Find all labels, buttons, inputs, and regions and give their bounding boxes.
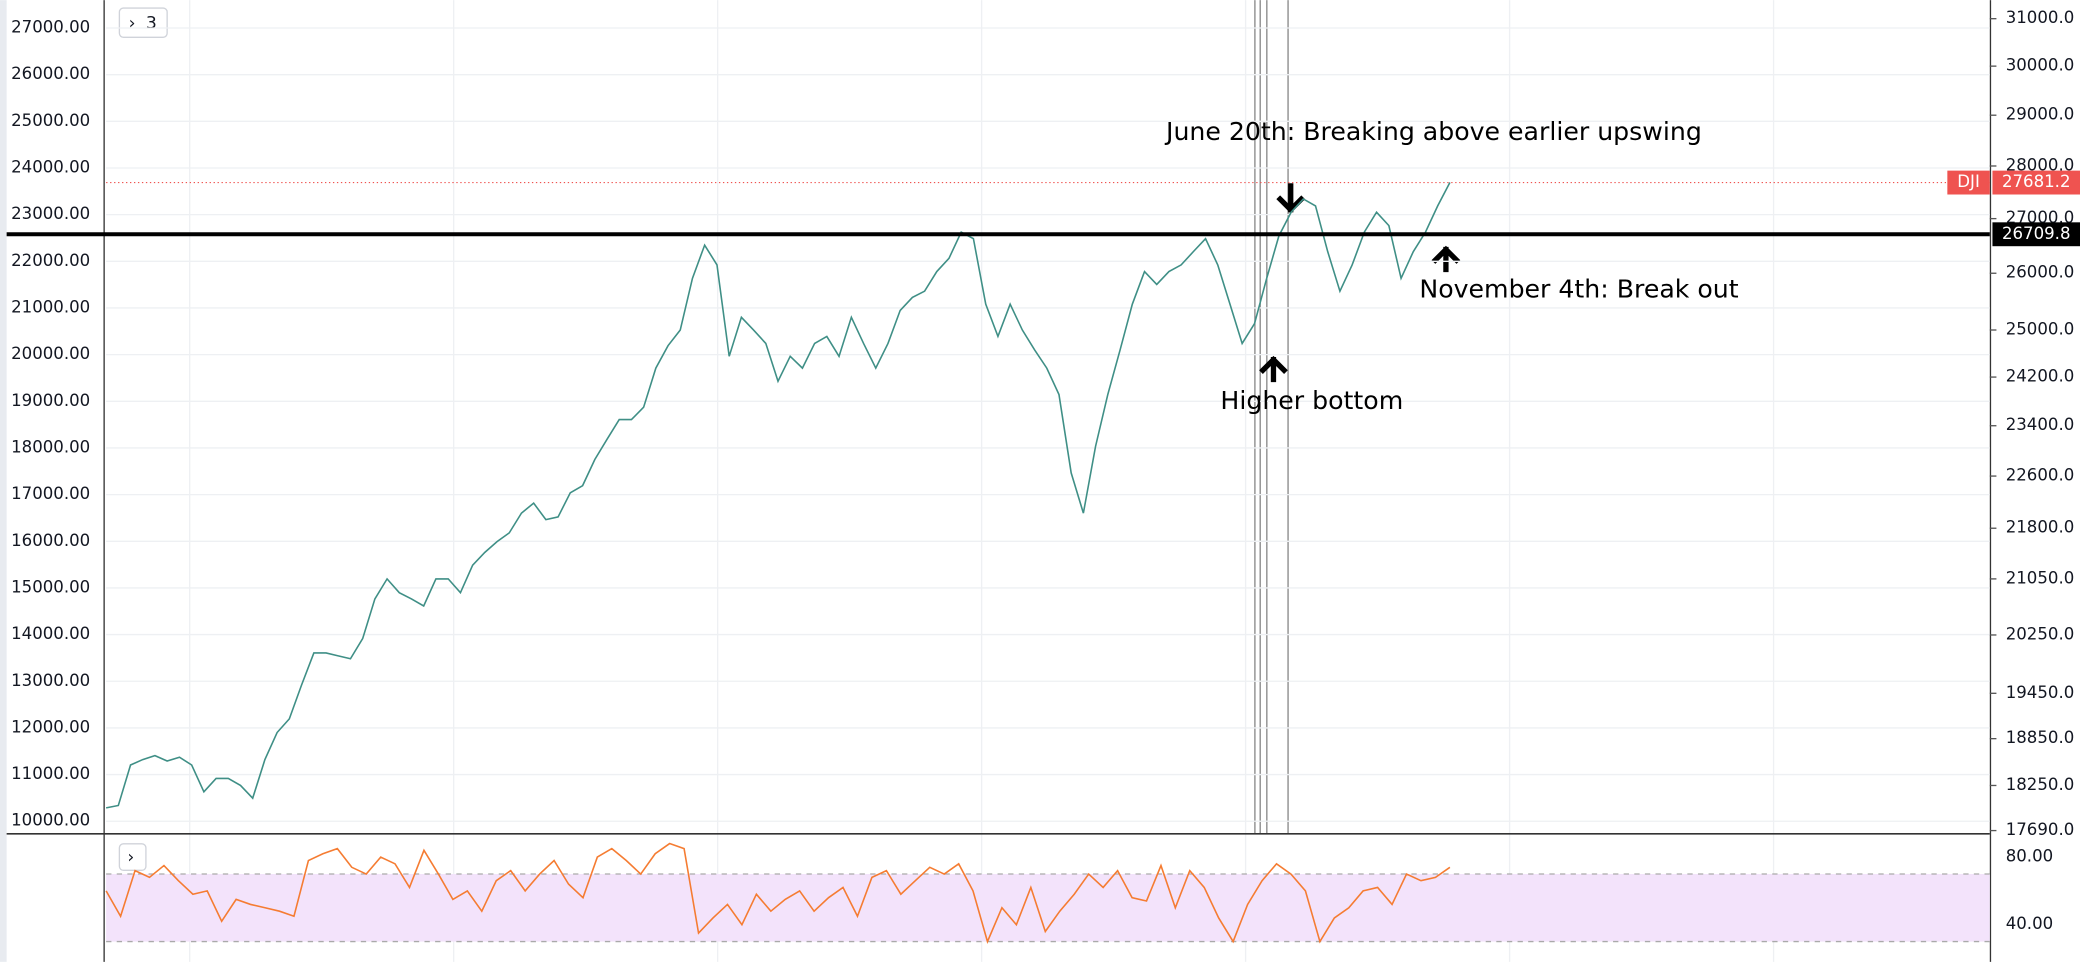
arrow-up [1431, 245, 1461, 273]
arrow-up [1259, 355, 1288, 383]
y2-tick-label: 23400.0 [2006, 415, 2075, 434]
y2-tick-label: 18250.0 [2006, 775, 2075, 794]
y-tick-label: 14000.00 [11, 624, 90, 643]
y-tick-label: 26000.00 [11, 64, 90, 83]
indicator-count: 3 [146, 13, 157, 33]
y2-tick-label: 28000.0 [2006, 155, 2075, 174]
annotation: November 4th: Break out [1419, 275, 1738, 304]
y2-tick-label: 18850.0 [2006, 728, 2075, 747]
level-tag [1992, 222, 2080, 247]
y-tick-label: 13000.00 [11, 671, 90, 690]
rsi-tick-label: 40.00 [2006, 914, 2053, 933]
y-tick-label: 11000.00 [11, 764, 90, 783]
y2-tick-label: 22600.0 [2006, 466, 2075, 485]
series-tag [1947, 170, 1990, 195]
annotation: Higher bottom [1220, 386, 1403, 415]
left-strip [0, 0, 7, 962]
arrow-down [1276, 183, 1306, 214]
y-tick-label: 23000.00 [11, 204, 90, 223]
annotation-arrows [1259, 183, 1461, 383]
last-price-label: 27681.2 [2002, 172, 2071, 191]
y2-tick-label: 24200.0 [2006, 367, 2075, 386]
y-tick-label: 24000.00 [11, 157, 90, 176]
price-line [105, 182, 1451, 809]
y-tick-label: 20000.00 [11, 344, 90, 363]
y-tick-label: 18000.00 [11, 437, 90, 456]
chevron-icon: › [129, 13, 136, 33]
y-tick-label: 22000.00 [11, 251, 90, 270]
y2-tick-label: 20250.0 [2006, 624, 2075, 643]
y2-tick-label: 25000.0 [2006, 320, 2075, 339]
chevron-icon: › [127, 848, 134, 868]
y-tick-label: 12000.00 [11, 717, 90, 736]
price-line [105, 842, 1451, 944]
y-tick-label: 21000.00 [11, 297, 90, 316]
y2-tick-label: 19450.0 [2006, 683, 2075, 702]
y-tick-label: 10000.00 [11, 811, 90, 830]
level-label: 26709.8 [2002, 224, 2071, 243]
y2-tick-label: 26000.0 [2006, 263, 2075, 282]
y2-tick-label: 30000.0 [2006, 56, 2075, 75]
price-tag [1992, 170, 2080, 195]
y-tick-label: 15000.00 [11, 577, 90, 596]
y2-tick-label: 21050.0 [2006, 568, 2075, 587]
y-tick-label: 27000.00 [11, 17, 90, 36]
y2-tick-label: 29000.0 [2006, 105, 2075, 124]
indicator-toggle[interactable]: › 3 [118, 7, 168, 38]
y-tick-label: 17000.00 [11, 484, 90, 503]
vertical-grid [189, 0, 1775, 962]
rsi-band [106, 873, 1990, 942]
rsi-tick-label: 80.00 [2006, 847, 2053, 866]
event-lines [1254, 0, 1289, 834]
rsi-toggle[interactable]: › [118, 843, 147, 871]
indicator-button[interactable] [118, 7, 168, 38]
y-tick-label: 16000.00 [11, 531, 90, 550]
legend-label: DJI [1957, 172, 1980, 191]
y2-tick-label: 17690.0 [2006, 820, 2075, 839]
y-tick-label: 25000.00 [11, 111, 90, 130]
y-tick-label: 19000.00 [11, 391, 90, 410]
annotation: June 20th: Breaking above earlier upswin… [1164, 117, 1702, 146]
y2-tick-label: 31000.0 [2006, 8, 2075, 27]
rsi-button[interactable] [118, 843, 147, 871]
y2-tick-label: 21800.0 [2006, 518, 2075, 537]
